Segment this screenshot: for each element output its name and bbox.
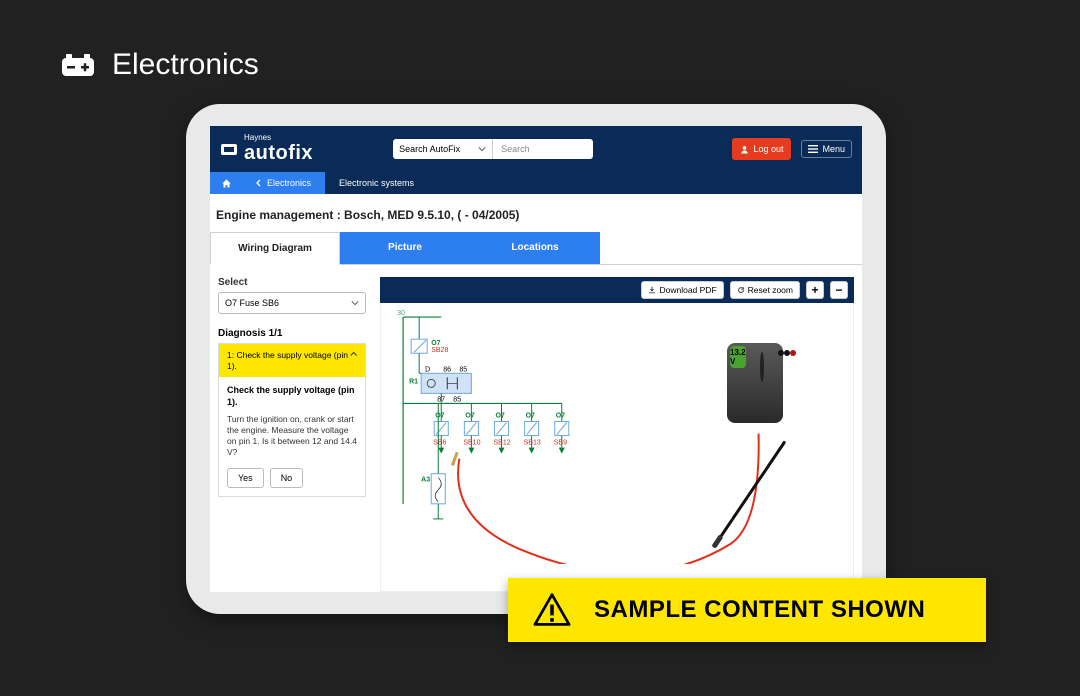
svg-text:SB9: SB9 [554,440,567,447]
tab-row: Wiring Diagram Picture Locations [210,232,862,265]
svg-text:R1: R1 [409,378,418,385]
reset-icon [737,286,745,294]
diagnosis-step-header[interactable]: 1: Check the supply voltage (pin 1). [219,344,365,377]
svg-text:86: 86 [443,366,451,373]
wiring-diagram-canvas[interactable]: 30 O7 SB28 R1 [380,303,854,592]
breadcrumb-back[interactable]: Electronics [242,172,325,194]
brand: Haynes autofix [220,134,313,165]
multimeter-port-pos [790,350,796,356]
search-scope-label: Search AutoFix [399,144,460,154]
tab-wiring-diagram[interactable]: Wiring Diagram [210,232,340,265]
tab-locations[interactable]: Locations [470,232,600,264]
svg-text:D: D [425,366,430,373]
diagram-toolbar: Download PDF Reset zoom + − [380,277,854,303]
app-header: Haynes autofix Search AutoFix Search Log… [210,126,862,172]
page-label: Electronics [112,48,259,82]
left-panel: Select O7 Fuse SB6 Diagnosis 1/1 1: Chec… [218,277,366,592]
multimeter-port-com [778,350,784,356]
breadcrumb-current: Electronic systems [325,172,428,194]
multimeter-reading: 13.2 V [730,346,746,368]
breadcrumb-bar: Electronics Electronic systems [210,172,862,194]
logout-button[interactable]: Log out [732,138,791,160]
chevron-left-icon [256,179,261,187]
svg-text:SB6: SB6 [433,440,446,447]
diagnosis-panel: 1: Check the supply voltage (pin 1). Che… [218,343,366,497]
chevron-down-icon [351,299,359,307]
warning-icon [532,592,572,628]
brand-big: autofix [244,142,313,164]
breadcrumb-back-label: Electronics [267,178,311,188]
multimeter: 13.2 V [727,343,783,423]
svg-text:SB28: SB28 [431,347,448,354]
multimeter-port-neg [784,350,790,356]
svg-text:85: 85 [453,396,461,403]
brand-small: Haynes [244,134,313,142]
home-icon [221,178,232,189]
download-icon [648,286,656,294]
svg-text:O7: O7 [431,340,440,347]
zoom-in-button[interactable]: + [806,281,824,299]
diagnosis-body-text: Turn the ignition on, crank or start the… [227,414,357,458]
multimeter-dial [760,352,764,382]
tablet-frame: Haynes autofix Search AutoFix Search Log… [186,104,886,614]
menu-button[interactable]: Menu [801,140,852,158]
svg-text:O7: O7 [556,412,565,419]
electronics-battery-icon [60,52,96,78]
page-title: Engine management : Bosch, MED 9.5.10, (… [210,194,862,232]
search-input[interactable]: Search [493,139,593,159]
right-panel: Download PDF Reset zoom + − 30 [380,277,854,592]
svg-text:SB13: SB13 [524,440,541,447]
download-pdf-label: Download PDF [659,285,716,295]
svg-text:O7: O7 [526,412,535,419]
download-pdf-button[interactable]: Download PDF [641,281,723,299]
svg-text:O7: O7 [465,412,474,419]
svg-text:O7: O7 [495,412,504,419]
svg-text:85: 85 [459,366,467,373]
menu-label: Menu [822,144,845,154]
svg-text:O7: O7 [435,412,444,419]
tab-picture[interactable]: Picture [340,232,470,264]
chevron-up-icon [350,350,357,358]
svg-text:SB10: SB10 [463,440,480,447]
reset-zoom-label: Reset zoom [748,285,793,295]
hamburger-icon [808,145,818,153]
diagnosis-body-title: Check the supply voltage (pin 1). [227,385,357,408]
component-select-value: O7 Fuse SB6 [225,298,279,308]
sample-content-banner: SAMPLE CONTENT SHOWN [508,578,986,642]
breadcrumb-home[interactable] [210,172,242,194]
svg-text:A3: A3 [421,477,430,484]
diagnosis-step-title: 1: Check the supply voltage (pin 1). [227,350,350,371]
svg-text:SB12: SB12 [493,440,510,447]
app-screen: Haynes autofix Search AutoFix Search Log… [210,126,862,592]
logout-label: Log out [753,144,783,154]
search-group: Search AutoFix Search [393,139,593,159]
svg-text:30: 30 [397,310,405,317]
user-icon [740,145,749,154]
chevron-down-icon [478,145,486,153]
search-scope-select[interactable]: Search AutoFix [393,139,493,159]
brand-icon [220,140,238,158]
select-label: Select [218,277,366,288]
sample-content-text: SAMPLE CONTENT SHOWN [594,596,925,624]
diagnosis-yes-button[interactable]: Yes [227,468,264,488]
component-select[interactable]: O7 Fuse SB6 [218,292,366,314]
diagnosis-label: Diagnosis 1/1 [218,328,366,339]
zoom-out-button[interactable]: − [830,281,848,299]
reset-zoom-button[interactable]: Reset zoom [730,281,800,299]
diagnosis-no-button[interactable]: No [270,468,304,488]
